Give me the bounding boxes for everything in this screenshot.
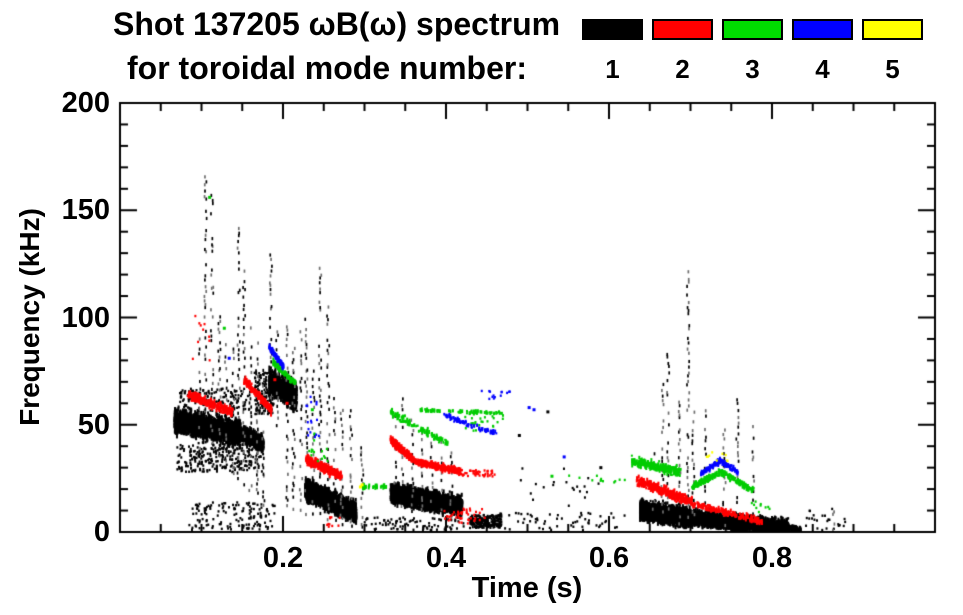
legend-swatch-n2 xyxy=(652,19,713,40)
legend-swatch-n3 xyxy=(722,19,783,40)
legend-mode-label: 5 xyxy=(885,54,900,84)
chart-subtitle: for toroidal mode number: xyxy=(127,50,527,86)
legend-entry-n2: 2 xyxy=(652,19,713,82)
legend-swatch-n5 xyxy=(862,19,923,40)
x-tick-label: 0.8 xyxy=(751,542,793,574)
chart-title: Shot 137205 ωB(ω) spectrum xyxy=(113,6,561,42)
legend-mode-label: 4 xyxy=(815,54,830,84)
x-tick-label: 0.6 xyxy=(588,542,630,574)
legend-swatch-n1 xyxy=(582,19,643,40)
y-tick-label: 0 xyxy=(93,516,110,548)
y-tick-label: 50 xyxy=(77,408,110,441)
legend-entry-n1: 1 xyxy=(582,19,643,82)
legend: 1 2 3 4 5 xyxy=(582,19,923,82)
legend-entry-n4: 4 xyxy=(792,19,853,82)
legend-entry-n5: 5 xyxy=(862,19,923,82)
x-tick-label: 0.2 xyxy=(262,542,304,574)
legend-mode-label: 3 xyxy=(745,54,760,84)
y-tick-label: 100 xyxy=(61,301,110,334)
x-axis-title: Time (s) xyxy=(471,572,583,604)
legend-mode-label: 1 xyxy=(605,54,620,84)
legend-entry-n3: 3 xyxy=(722,19,783,82)
legend-mode-label: 2 xyxy=(675,54,690,84)
legend-swatch-n4 xyxy=(792,19,853,40)
x-tick-label: 0.4 xyxy=(425,542,467,574)
y-tick-label: 150 xyxy=(61,194,110,227)
y-tick-label: 200 xyxy=(61,87,110,119)
